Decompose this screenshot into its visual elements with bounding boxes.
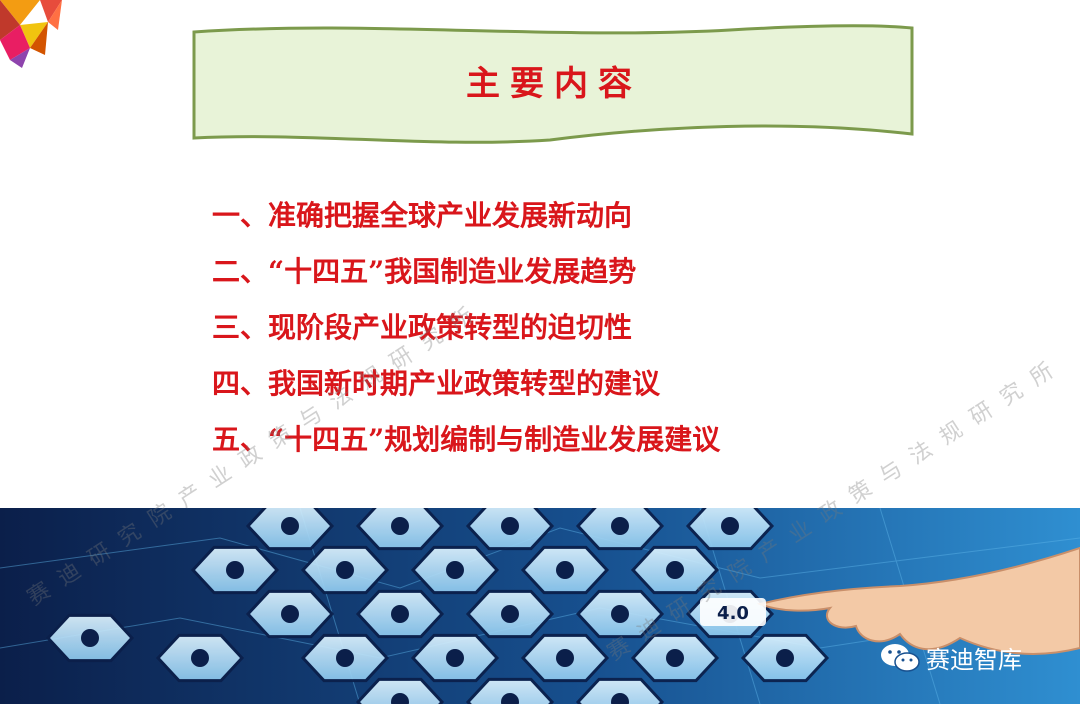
agenda-list: 一、准确把握全球产业发展新动向 二、“十四五”我国制造业发展趋势 三、现阶段产业… [212, 188, 720, 468]
hexagon-symbol-icon [556, 649, 574, 667]
hexagon-symbol-icon [611, 517, 629, 535]
hexagon-symbol-icon [191, 649, 209, 667]
hexagon-symbol-icon [391, 693, 409, 704]
wechat-badge: 赛迪智库 [880, 640, 1022, 675]
wechat-label: 赛迪智库 [926, 646, 1022, 674]
title-banner [192, 24, 914, 144]
hexagon-symbol-icon [501, 517, 519, 535]
hexagon-tile [575, 677, 665, 704]
hexagon-symbol-icon [81, 629, 99, 647]
slide-title: 主要内容 [466, 64, 642, 104]
hexagon-symbol-icon [336, 649, 354, 667]
hexagon-symbol-icon [611, 693, 629, 704]
tech-illustration: 4.0 [0, 508, 1080, 704]
agenda-item-1: 一、准确把握全球产业发展新动向 [212, 199, 633, 232]
hexagon-symbol-icon [391, 605, 409, 623]
hexagon-symbol-icon [666, 649, 684, 667]
agenda-item-2: 二、“十四五”我国制造业发展趋势 [212, 255, 637, 288]
hexagon-symbol-icon [226, 561, 244, 579]
corner-logo [0, 0, 62, 68]
hexagon-symbol-icon [776, 649, 794, 667]
hand-illustration [756, 546, 1080, 655]
hexagon-symbol-icon [666, 561, 684, 579]
hexagon-symbol-icon [391, 517, 409, 535]
hexagon-symbol-icon [281, 517, 299, 535]
hexagon-symbol-icon [721, 517, 739, 535]
hexagon-tile [465, 677, 555, 704]
hexagon-symbol-icon [281, 605, 299, 623]
hexagon-tile [355, 677, 445, 704]
agenda-item-4: 四、我国新时期产业政策转型的建议 [212, 367, 661, 400]
wechat-icon [881, 643, 920, 672]
hexagon-symbol-icon [501, 693, 519, 704]
hexagon-symbol-icon [446, 649, 464, 667]
industry-4-badge: 4.0 [717, 603, 749, 624]
hexagon-symbol-icon [446, 561, 464, 579]
agenda-item-5: 五、“十四五”规划编制与制造业发展建议 [212, 423, 721, 456]
agenda-item-3: 三、现阶段产业政策转型的迫切性 [212, 311, 633, 344]
hexagon-symbol-icon [336, 561, 354, 579]
hexagon-symbol-icon [556, 561, 574, 579]
hexagon-symbol-icon [501, 605, 519, 623]
hexagon-symbol-icon [611, 605, 629, 623]
